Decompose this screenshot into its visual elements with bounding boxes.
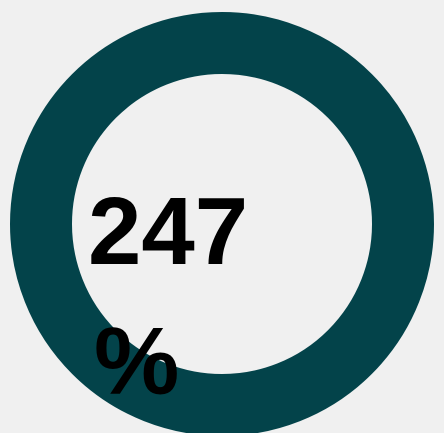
gauge-value: 247 — [88, 178, 248, 285]
gauge-unit: % — [94, 308, 179, 415]
progress-ring — [10, 12, 434, 433]
